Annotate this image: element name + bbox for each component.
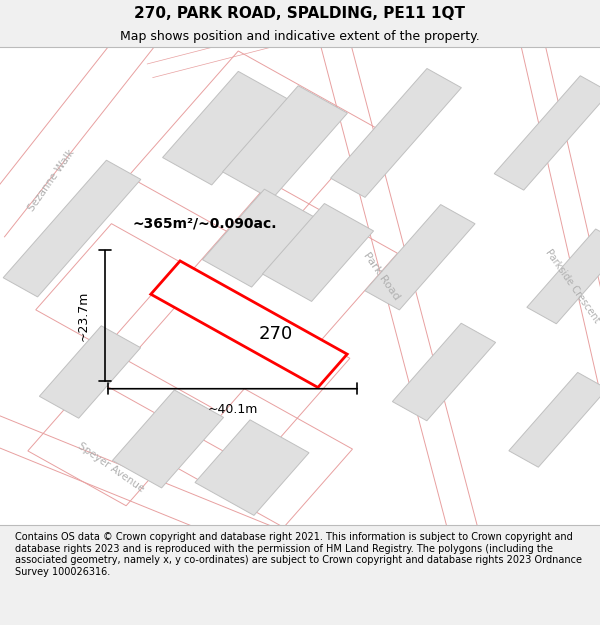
- Text: ~40.1m: ~40.1m: [208, 403, 257, 416]
- Polygon shape: [509, 372, 600, 468]
- Polygon shape: [195, 420, 309, 516]
- Polygon shape: [223, 86, 347, 199]
- Text: Map shows position and indicative extent of the property.: Map shows position and indicative extent…: [120, 30, 480, 43]
- Polygon shape: [331, 69, 461, 198]
- Text: Park Road: Park Road: [361, 251, 401, 302]
- Polygon shape: [40, 326, 140, 418]
- Polygon shape: [3, 160, 141, 297]
- Text: ~365m²/~0.090ac.: ~365m²/~0.090ac.: [132, 217, 277, 231]
- Polygon shape: [151, 261, 347, 388]
- Polygon shape: [163, 71, 287, 185]
- Polygon shape: [202, 189, 314, 287]
- Text: Sezanne Walk: Sezanne Walk: [26, 148, 76, 214]
- Text: Speyer Avenue: Speyer Avenue: [76, 441, 146, 494]
- Polygon shape: [112, 390, 224, 488]
- Text: Parkside Crescent: Parkside Crescent: [544, 248, 600, 324]
- Polygon shape: [262, 204, 374, 301]
- Polygon shape: [527, 229, 600, 324]
- Polygon shape: [494, 76, 600, 190]
- Polygon shape: [365, 204, 475, 310]
- Text: 270: 270: [259, 325, 293, 342]
- Text: Contains OS data © Crown copyright and database right 2021. This information is : Contains OS data © Crown copyright and d…: [15, 532, 582, 577]
- Text: ~23.7m: ~23.7m: [77, 291, 90, 341]
- Text: 270, PARK ROAD, SPALDING, PE11 1QT: 270, PARK ROAD, SPALDING, PE11 1QT: [134, 6, 466, 21]
- Polygon shape: [392, 323, 496, 421]
